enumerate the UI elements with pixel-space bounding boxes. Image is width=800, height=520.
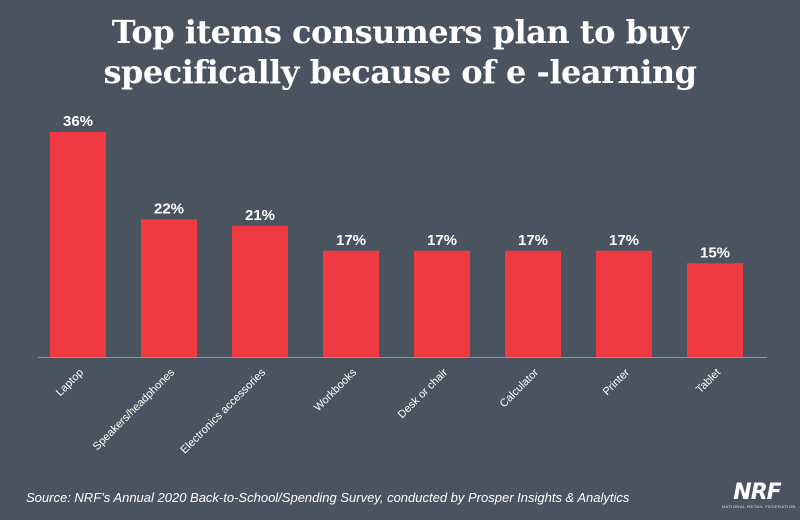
- logo-tagline: NATIONAL RETAIL FEDERATION: [722, 504, 796, 509]
- bar-chart: 36% Laptop 22% Speakers/headphones 21% Electr…: [38, 113, 767, 456]
- bar-4: [414, 250, 470, 357]
- logo-wordmark: NRF: [733, 480, 781, 505]
- category-label-5: Calculator: [498, 366, 542, 410]
- bar-5: [505, 250, 561, 357]
- category-label-7: Tablet: [694, 367, 723, 396]
- value-label-0: 36%: [63, 113, 93, 130]
- bar-6: [596, 250, 652, 357]
- source-note: Source: NRF’s Annual 2020 Back-to-School…: [26, 490, 630, 505]
- value-label-6: 17%: [609, 232, 639, 249]
- category-label-4: Desk or chair: [396, 366, 451, 421]
- value-label-1: 22%: [154, 201, 184, 218]
- bar-7: [687, 263, 743, 357]
- bar-0: [50, 132, 106, 357]
- value-label-3: 17%: [336, 232, 366, 249]
- bar-1: [141, 219, 197, 357]
- category-label-2: Electronics accessories: [178, 366, 268, 456]
- bar-3: [323, 250, 379, 357]
- category-label-6: Printer: [601, 366, 633, 398]
- value-label-7: 15%: [700, 244, 730, 261]
- category-label-3: Workbooks: [312, 366, 360, 414]
- chart-title-line-2: specifically because of e -learning: [103, 53, 697, 91]
- value-label-5: 17%: [518, 232, 548, 249]
- category-label-1: Speakers/headphones: [91, 366, 178, 453]
- value-label-4: 17%: [427, 232, 457, 249]
- value-label-2: 21%: [245, 207, 275, 224]
- chart-title: Top items consumers plan to buy specific…: [0, 12, 800, 92]
- bar-2: [232, 225, 288, 357]
- nrf-logo: NRF NATIONAL RETAIL FEDERATION: [722, 480, 796, 514]
- chart-title-line-1: Top items consumers plan to buy: [111, 13, 689, 51]
- category-label-0: Laptop: [54, 367, 86, 399]
